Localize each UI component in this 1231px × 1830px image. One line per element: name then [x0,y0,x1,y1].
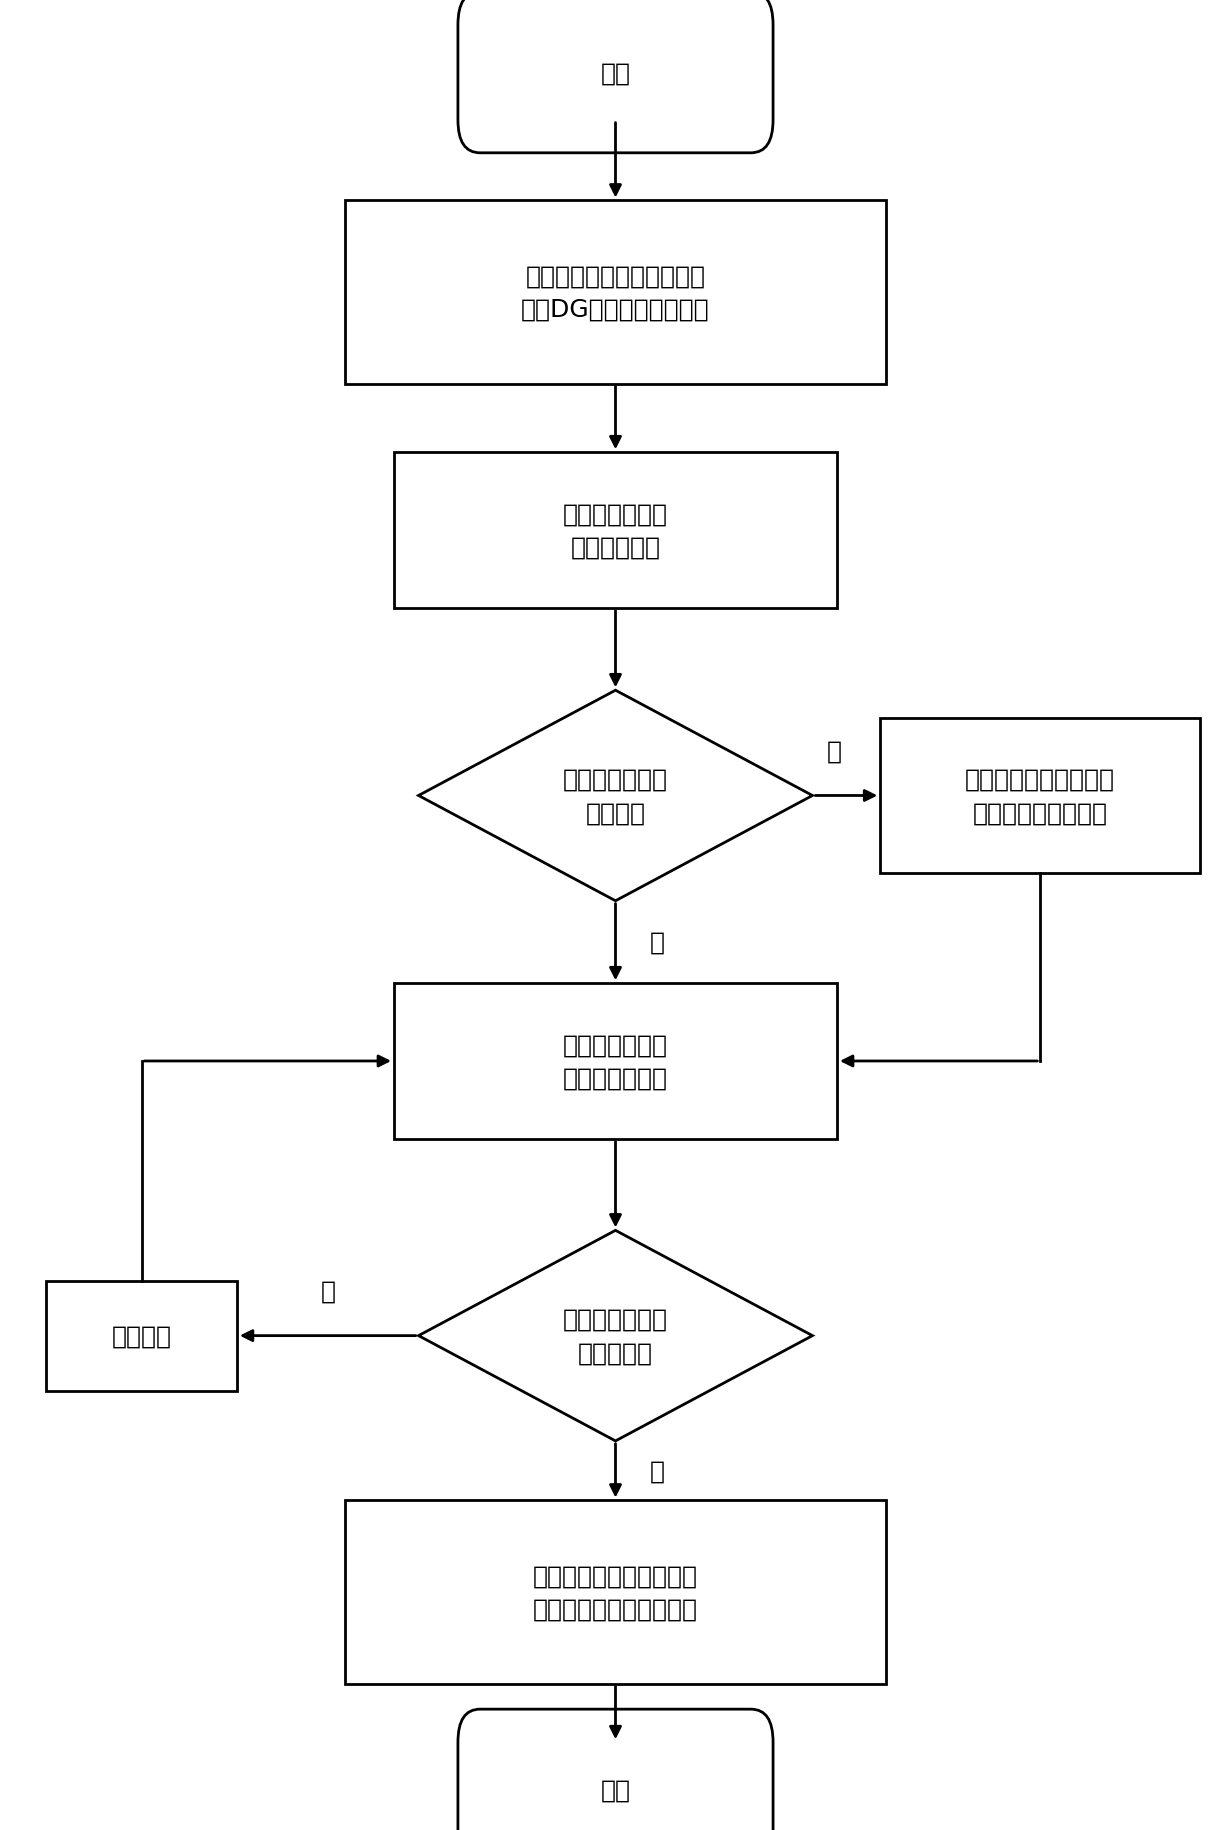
Text: 否: 否 [826,739,842,763]
Bar [394,985,837,1138]
Bar [345,201,886,384]
Bar [47,1281,236,1391]
Text: 所有时段供电范
围是否确定: 所有时段供电范 围是否确定 [563,1307,668,1365]
Text: 开始: 开始 [601,60,630,86]
Text: 是: 是 [650,1459,665,1482]
FancyBboxPatch shape [458,1709,773,1830]
Bar [880,719,1200,875]
Text: 读入停电时长、停电起始时
刻、DG、储能等初始信息: 读入停电时长、停电起始时 刻、DG、储能等初始信息 [521,264,710,322]
Polygon shape [419,1230,812,1442]
Text: 关键负荷是否全
部被恢复: 关键负荷是否全 部被恢复 [563,767,668,825]
Text: 结束: 结束 [601,1777,630,1803]
Text: 采用微网恢复关
键负荷的方案: 采用微网恢复关 键负荷的方案 [563,501,668,560]
Text: 否: 否 [320,1279,335,1303]
FancyBboxPatch shape [458,0,773,154]
Text: 以最大化配电网弹性为目
标得到全局最优恢复策略: 以最大化配电网弹性为目 标得到全局最优恢复策略 [533,1563,698,1621]
Text: 下一时段: 下一时段 [112,1323,171,1349]
Polygon shape [419,692,812,902]
Text: 是: 是 [650,930,665,955]
Bar [394,452,837,608]
Text: 采用微网恢复非
关键负荷的方案: 采用微网恢复非 关键负荷的方案 [563,1032,668,1091]
Bar [345,1501,886,1684]
Text: 微网与应急电源车协同
恢复关键负荷的方案: 微网与应急电源车协同 恢复关键负荷的方案 [965,767,1115,825]
